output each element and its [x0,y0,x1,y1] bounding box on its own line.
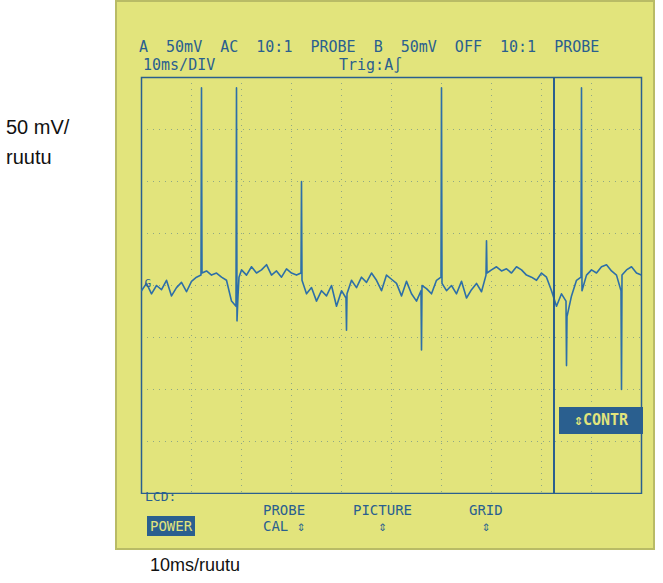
html-text:Trig:A∫: Trig:A∫ [339,56,403,74]
html-text:CAL ⇕: CAL ⇕ [263,518,306,534]
html-text:10ms/DIV: 10ms/DIV [143,56,216,74]
html-text:10ms/ruutu: 10ms/ruutu [150,555,240,575]
html-text:POWER: POWER [150,518,193,534]
html-text:PROBE: PROBE [263,502,306,518]
html-text:GRID: GRID [469,502,503,518]
html-text:A 50mV AC 10:1 PROBE B 50mV OF: A 50mV AC 10:1 PROBE B 50mV OFF 10:1 PRO… [139,38,600,56]
svg-text:G: G [145,277,152,290]
html-text:LCD:: LCD: [145,489,177,504]
html-text:PICTURE: PICTURE [353,502,412,518]
html-text:⇕CONTR: ⇕CONTR [573,411,629,429]
html-text:50 mV/ ruutu: 50 mV/ ruutu [6,116,70,168]
